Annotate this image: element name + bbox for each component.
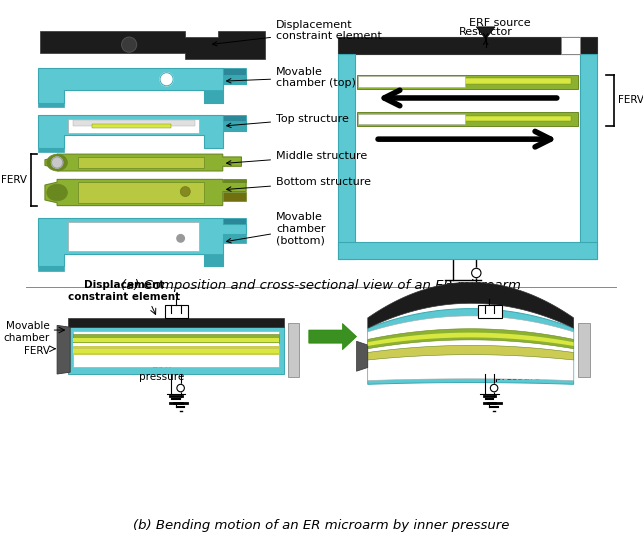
Bar bbox=[68, 318, 284, 327]
Bar bbox=[358, 114, 465, 124]
Polygon shape bbox=[368, 333, 574, 346]
Bar bbox=[356, 112, 578, 126]
Polygon shape bbox=[368, 345, 574, 360]
Text: Restrictor: Restrictor bbox=[458, 27, 512, 37]
Polygon shape bbox=[356, 341, 368, 371]
Text: Displacement
constraint element: Displacement constraint element bbox=[213, 20, 382, 46]
Text: FERV: FERV bbox=[24, 346, 50, 356]
Polygon shape bbox=[68, 222, 199, 251]
Polygon shape bbox=[222, 74, 246, 84]
Circle shape bbox=[471, 268, 481, 278]
Bar bbox=[165, 305, 188, 318]
Text: FERV: FERV bbox=[618, 95, 643, 106]
Polygon shape bbox=[45, 154, 241, 171]
Text: (a) Composition and cross-sectional view of an ER microarm: (a) Composition and cross-sectional view… bbox=[121, 278, 521, 292]
Bar bbox=[364, 116, 571, 121]
Polygon shape bbox=[222, 121, 246, 131]
Ellipse shape bbox=[47, 184, 68, 201]
Bar bbox=[73, 343, 279, 346]
Bar bbox=[73, 334, 279, 343]
Text: Movable
chamber
(bottom): Movable chamber (bottom) bbox=[226, 212, 325, 246]
Bar bbox=[73, 337, 279, 342]
Polygon shape bbox=[476, 27, 495, 39]
Bar bbox=[355, 54, 580, 242]
Polygon shape bbox=[222, 218, 246, 224]
Polygon shape bbox=[222, 234, 246, 243]
Polygon shape bbox=[39, 148, 64, 152]
Bar bbox=[338, 37, 597, 54]
Polygon shape bbox=[73, 120, 195, 126]
Bar bbox=[580, 54, 597, 259]
Text: FERV: FERV bbox=[1, 175, 27, 185]
Polygon shape bbox=[222, 191, 246, 201]
Polygon shape bbox=[39, 103, 64, 107]
Text: High
pressure: High pressure bbox=[495, 360, 540, 382]
Polygon shape bbox=[222, 179, 246, 182]
Circle shape bbox=[177, 385, 185, 392]
Polygon shape bbox=[368, 316, 574, 381]
Circle shape bbox=[51, 157, 63, 168]
Bar bbox=[338, 242, 597, 259]
Polygon shape bbox=[39, 68, 246, 103]
Bar bbox=[561, 37, 580, 54]
Bar bbox=[338, 54, 355, 259]
Circle shape bbox=[122, 37, 137, 52]
Polygon shape bbox=[368, 329, 574, 349]
Bar bbox=[73, 346, 279, 356]
Polygon shape bbox=[222, 68, 246, 74]
Bar bbox=[73, 349, 279, 352]
Circle shape bbox=[177, 235, 185, 242]
Polygon shape bbox=[309, 323, 356, 350]
Circle shape bbox=[491, 385, 498, 392]
Polygon shape bbox=[78, 157, 204, 168]
Polygon shape bbox=[92, 124, 171, 128]
Polygon shape bbox=[39, 115, 246, 148]
Polygon shape bbox=[57, 325, 70, 374]
Bar bbox=[578, 323, 590, 377]
Ellipse shape bbox=[51, 158, 63, 167]
Circle shape bbox=[160, 73, 173, 86]
Text: ERF source: ERF source bbox=[469, 19, 530, 28]
Bar bbox=[68, 327, 284, 374]
Polygon shape bbox=[204, 90, 222, 103]
Ellipse shape bbox=[47, 154, 68, 171]
Polygon shape bbox=[78, 182, 204, 203]
Polygon shape bbox=[39, 266, 64, 271]
Polygon shape bbox=[41, 31, 265, 59]
Polygon shape bbox=[68, 119, 199, 132]
Text: (b) Bending motion of an ER microarm by inner pressure: (b) Bending motion of an ER microarm by … bbox=[133, 519, 509, 532]
Polygon shape bbox=[222, 115, 246, 121]
Circle shape bbox=[181, 187, 190, 196]
Bar bbox=[288, 323, 300, 377]
Polygon shape bbox=[45, 179, 246, 206]
Bar bbox=[356, 74, 578, 89]
Text: Top structure: Top structure bbox=[226, 114, 349, 127]
Bar bbox=[364, 78, 571, 84]
Polygon shape bbox=[368, 282, 574, 328]
Bar bbox=[73, 331, 279, 366]
Text: Low
pressure: Low pressure bbox=[140, 360, 185, 382]
Text: Movable
chamber (top): Movable chamber (top) bbox=[226, 67, 356, 88]
Polygon shape bbox=[204, 254, 222, 266]
Bar bbox=[358, 77, 465, 87]
Text: Displacement
constraint element: Displacement constraint element bbox=[68, 281, 181, 302]
Text: Bottom structure: Bottom structure bbox=[226, 177, 371, 191]
Bar bbox=[478, 305, 502, 318]
Polygon shape bbox=[39, 218, 246, 266]
Text: Movable
chamber: Movable chamber bbox=[3, 321, 50, 343]
Polygon shape bbox=[368, 309, 574, 385]
Text: Middle structure: Middle structure bbox=[226, 151, 367, 165]
